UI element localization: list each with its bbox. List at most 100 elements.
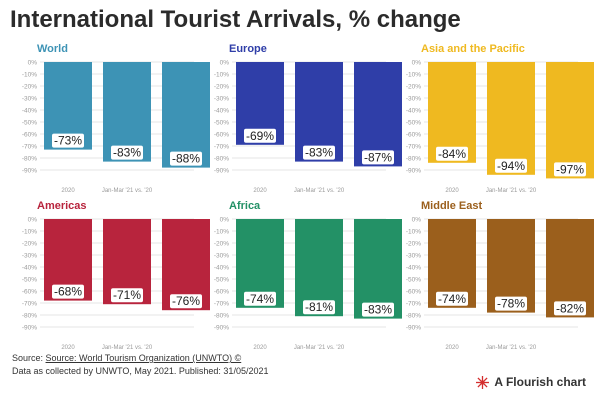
- data-label-bg: [495, 296, 527, 311]
- data-label-bg: [362, 150, 394, 165]
- y-tick-label: -40%: [22, 265, 37, 272]
- y-tick-label: -70%: [406, 301, 421, 308]
- data-label-middle-east-3: -82%: [556, 301, 584, 315]
- y-tick-label: -60%: [214, 132, 229, 139]
- flourish-brand-link[interactable]: A Flourish chart: [476, 375, 586, 389]
- data-label-bg: [303, 145, 335, 160]
- y-tick-label: -50%: [214, 277, 229, 284]
- category-label: Jan-Mar '21 vs. '20: [294, 188, 345, 194]
- bar-asia-and-the-pacific-1[interactable]: [428, 62, 476, 163]
- data-label-africa-3: -83%: [364, 303, 392, 317]
- data-label-bg: [554, 162, 586, 177]
- y-tick-label: -90%: [22, 325, 37, 332]
- y-tick-label: -10%: [214, 72, 229, 79]
- category-label: Jan-Mar '21 vs. '20: [102, 345, 153, 351]
- data-note: Data as collected by UNWTO, May 2021. Pu…: [12, 366, 269, 376]
- y-tick-label: -30%: [406, 96, 421, 103]
- y-tick-label: -80%: [214, 313, 229, 320]
- data-label-bg: [303, 300, 335, 315]
- y-tick-label: -30%: [22, 96, 37, 103]
- category-label: Jan-Mar '21 vs. '20: [486, 188, 537, 194]
- footer: Source: Source: World Tourism Organizati…: [12, 352, 268, 378]
- y-tick-label: -10%: [214, 229, 229, 236]
- y-tick-label: -90%: [406, 325, 421, 332]
- y-tick-label: 0%: [220, 217, 230, 224]
- panel-title-americas: Americas: [37, 200, 87, 212]
- y-tick-label: -60%: [22, 289, 37, 296]
- y-tick-label: -30%: [214, 96, 229, 103]
- data-label-bg: [554, 301, 586, 316]
- y-tick-label: -40%: [214, 108, 229, 115]
- bar-world-2[interactable]: [103, 62, 151, 162]
- category-label: 2020: [61, 345, 75, 351]
- y-tick-label: -10%: [22, 72, 37, 79]
- y-tick-label: 0%: [412, 60, 422, 67]
- bar-africa-3[interactable]: [354, 219, 402, 319]
- data-label-bg: [52, 284, 84, 299]
- bar-africa-2[interactable]: [295, 219, 343, 317]
- bar-europe-3[interactable]: [354, 62, 402, 167]
- chart-panel-middle-east: Middle East 0% -10% -20% -30% -40% -50% -60% -70…: [406, 200, 594, 351]
- y-tick-label: -40%: [214, 265, 229, 272]
- category-label: 2020: [61, 188, 75, 194]
- y-tick-label: -70%: [406, 144, 421, 151]
- y-tick-label: -20%: [406, 84, 421, 91]
- flourish-logo-icon: [476, 375, 490, 389]
- panel-title-africa: Africa: [229, 200, 261, 212]
- data-label-europe-3: -87%: [364, 150, 392, 164]
- y-tick-label: -60%: [406, 132, 421, 139]
- bar-asia-and-the-pacific-3[interactable]: [546, 62, 594, 179]
- source-prefix: Source:: [12, 353, 46, 363]
- y-tick-label: -40%: [406, 265, 421, 272]
- category-label: 2020: [445, 345, 459, 351]
- y-tick-label: -90%: [214, 168, 229, 175]
- y-tick-label: -70%: [214, 301, 229, 308]
- source-link[interactable]: Source: World Tourism Organization (UNWT…: [45, 353, 242, 363]
- y-tick-label: -70%: [214, 144, 229, 151]
- y-tick-label: -70%: [22, 301, 37, 308]
- category-label: 2020: [253, 188, 267, 194]
- y-tick-label: -90%: [22, 168, 37, 175]
- y-tick-label: -20%: [406, 241, 421, 248]
- y-tick-label: 0%: [220, 60, 230, 67]
- y-tick-label: -10%: [406, 229, 421, 236]
- chart-panel-europe: Europe 0% -10% -20% -30% -40% -50% -60% -70% -80%…: [214, 43, 402, 194]
- y-tick-label: -20%: [214, 84, 229, 91]
- data-label-asia-and-the-pacific-1: -84%: [438, 147, 466, 161]
- data-label-bg: [436, 146, 468, 161]
- bar-world-3[interactable]: [162, 62, 210, 168]
- data-label-bg: [111, 145, 143, 160]
- data-label-bg: [244, 291, 276, 306]
- category-label: Jan-Mar '21 vs. '20: [294, 345, 345, 351]
- y-tick-label: -20%: [22, 241, 37, 248]
- data-label-world-3: -88%: [172, 152, 200, 166]
- data-label-africa-2: -81%: [305, 300, 333, 314]
- y-tick-label: -40%: [22, 108, 37, 115]
- data-label-asia-and-the-pacific-3: -97%: [556, 162, 584, 176]
- data-label-bg: [170, 294, 202, 309]
- bar-europe-2[interactable]: [295, 62, 343, 162]
- flourish-brand-label: A Flourish chart: [494, 375, 586, 389]
- y-tick-label: 0%: [412, 217, 422, 224]
- panel-title-middle-east: Middle East: [421, 200, 482, 212]
- y-tick-label: -50%: [22, 277, 37, 284]
- data-label-americas-3: -76%: [172, 294, 200, 308]
- y-tick-label: -10%: [406, 72, 421, 79]
- y-tick-label: -80%: [406, 313, 421, 320]
- data-label-americas-2: -71%: [113, 288, 141, 302]
- chart-panel-africa: Africa 0% -10% -20% -30% -40% -50% -60% -70% -80%…: [214, 200, 402, 351]
- y-tick-label: -50%: [214, 120, 229, 127]
- y-tick-label: -30%: [214, 253, 229, 260]
- bar-middle-east-3[interactable]: [546, 219, 594, 318]
- data-label-europe-1: -69%: [246, 129, 274, 143]
- y-tick-label: -50%: [406, 277, 421, 284]
- y-tick-label: -30%: [22, 253, 37, 260]
- chart-panel-americas: Americas 0% -10% -20% -30% -40% -50% -60% -70% -8…: [22, 200, 210, 351]
- data-label-americas-1: -68%: [54, 285, 82, 299]
- data-label-bg: [111, 288, 143, 303]
- data-label-africa-1: -74%: [246, 292, 274, 306]
- chart-panel-world: World 0% -10% -20% -30% -40% -50% -60% -70% -80% -…: [22, 43, 210, 194]
- bar-asia-and-the-pacific-2[interactable]: [487, 62, 535, 175]
- y-tick-label: -80%: [22, 156, 37, 163]
